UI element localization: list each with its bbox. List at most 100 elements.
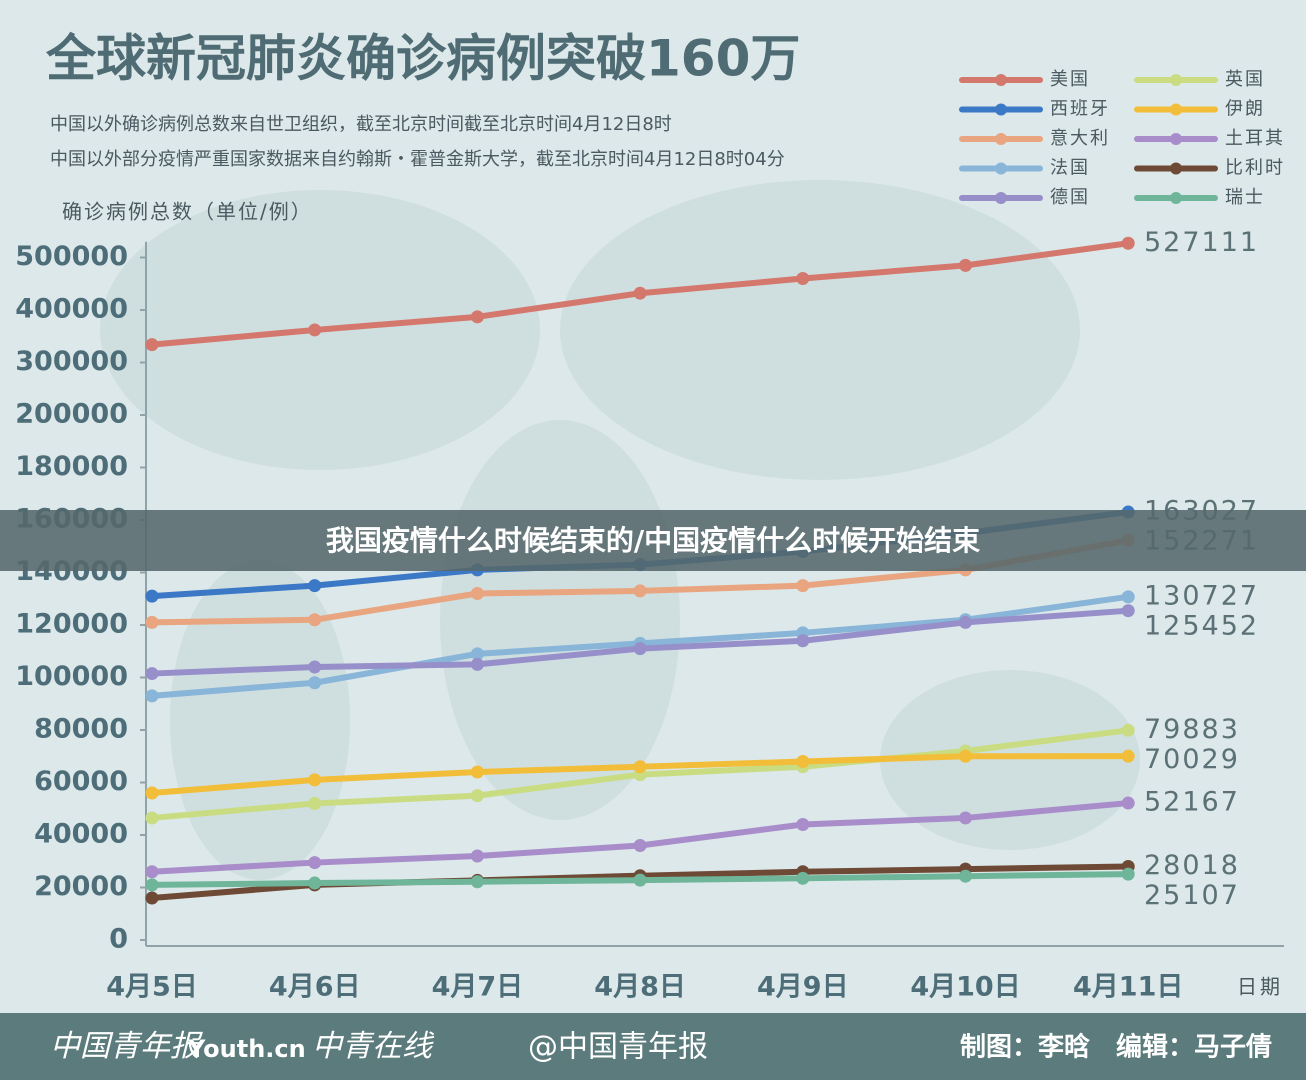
legend-dot [1170, 74, 1182, 86]
data-point [145, 615, 159, 629]
x-tick-label: 4月5日 [106, 972, 198, 1003]
data-point [1121, 236, 1135, 250]
data-point [633, 642, 647, 656]
x-tick-label: 4月9日 [757, 972, 849, 1003]
plot: 0200004000060000800001000001200001400001… [15, 69, 1285, 1003]
legend-label: 美国 [1050, 69, 1090, 90]
data-point [145, 865, 159, 879]
data-point [145, 589, 159, 603]
legend-label: 比利时 [1225, 158, 1285, 179]
data-point [308, 773, 322, 787]
subtitle: 中国以外确诊病例总数来自世卫组织，截至北京时间截至北京时间4月12日8时 [50, 114, 672, 135]
x-axis-label: 日期 [1237, 975, 1283, 999]
x-tick-label: 4月7日 [432, 972, 524, 1003]
data-point [145, 338, 159, 352]
chart-title: 全球新冠肺炎确诊病例突破160万 [45, 30, 800, 88]
y-tick-label: 80000 [34, 714, 128, 745]
data-point [470, 657, 484, 671]
legend-label: 德国 [1050, 187, 1090, 208]
data-point [145, 811, 159, 825]
data-point [470, 587, 484, 600]
data-point [633, 286, 647, 300]
data-point [308, 579, 322, 593]
value-label: 527111 [1144, 227, 1259, 258]
data-point [1121, 604, 1135, 618]
data-point [1121, 590, 1135, 604]
data-point [796, 579, 810, 593]
y-tick-label: 180000 [15, 451, 128, 482]
y-tick-label: 60000 [34, 766, 128, 797]
y-tick-label: 300000 [15, 346, 128, 377]
logo: 中国青年报 [50, 1029, 203, 1064]
y-tick-label: 120000 [15, 609, 128, 640]
data-point [145, 878, 159, 892]
data-point [470, 789, 484, 803]
data-point [470, 875, 484, 889]
data-point [308, 660, 322, 674]
data-point [959, 258, 972, 272]
legend-dot [995, 192, 1007, 204]
legend-label: 法国 [1050, 158, 1090, 179]
data-point [145, 891, 159, 905]
x-tick-label: 4月6日 [269, 972, 361, 1003]
legend-dot [995, 162, 1007, 175]
x-tick-label: 4月11日 [1073, 972, 1183, 1003]
data-point [308, 797, 322, 810]
data-point [796, 755, 810, 768]
data-point [308, 676, 322, 690]
data-point [145, 786, 159, 800]
y-tick-label: 400000 [15, 294, 128, 325]
data-point [633, 839, 647, 852]
data-point [470, 849, 484, 863]
data-point [1121, 796, 1135, 810]
footer-bar [0, 1013, 1306, 1080]
value-label: 125452 [1144, 610, 1259, 641]
legend-label: 瑞士 [1225, 187, 1265, 208]
y-tick-label: 40000 [34, 819, 128, 850]
data-point [145, 689, 159, 703]
legend-label: 西班牙 [1050, 99, 1110, 120]
legend-label: 土耳其 [1225, 128, 1285, 149]
data-point [1121, 749, 1135, 763]
data-point [796, 272, 810, 285]
value-label: 25107 [1144, 880, 1240, 911]
subtitle: 中国以外部分疫情严重国家数据来自约翰斯・霍普金斯大学，截至北京时间4月12日8时… [50, 149, 785, 170]
data-point [470, 310, 484, 324]
data-point [470, 765, 484, 779]
value-label: 79883 [1144, 714, 1240, 745]
y-tick-label: 20000 [34, 871, 128, 902]
data-point [1121, 867, 1135, 881]
value-label: 52167 [1144, 787, 1240, 818]
data-point [145, 667, 159, 681]
data-point [959, 749, 972, 763]
y-tick-label: 0 [109, 924, 128, 955]
y-tick-label: 500000 [15, 241, 128, 272]
legend-dot [995, 74, 1007, 86]
data-point [796, 634, 810, 648]
data-point [959, 615, 972, 629]
legend-label: 伊朗 [1225, 99, 1265, 120]
data-point [633, 760, 647, 774]
legend-dot [1170, 162, 1182, 175]
legend-dot [1170, 103, 1182, 116]
data-point [633, 584, 647, 598]
data-point [308, 856, 322, 870]
logo: 中青在线 [312, 1029, 435, 1064]
value-label: 28018 [1144, 850, 1240, 881]
data-point [796, 871, 810, 885]
data-point [308, 323, 322, 337]
credits: 制图：李晗 编辑：马子倩 [960, 1032, 1272, 1063]
legend-dot [1170, 192, 1182, 204]
y-tick-label: 200000 [15, 399, 128, 430]
data-point [633, 873, 647, 887]
data-point [796, 818, 810, 831]
data-point [1121, 723, 1135, 737]
y-axis-label: 确诊病例总数（单位/例） [62, 200, 313, 224]
y-tick-label: 100000 [15, 661, 128, 692]
legend-dot [995, 133, 1007, 145]
data-point [959, 811, 972, 825]
data-point [470, 647, 484, 661]
banner-bg [0, 510, 1306, 571]
value-label: 70029 [1144, 744, 1240, 775]
